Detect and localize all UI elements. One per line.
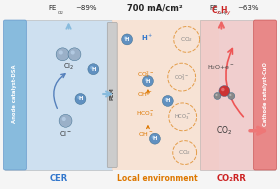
Text: HCO$_3^-$: HCO$_3^-$ [174,112,191,122]
Bar [112,19,220,170]
Circle shape [62,117,66,121]
Circle shape [219,86,230,97]
Circle shape [150,133,160,144]
Text: $_{\mathrm{C_xH_y}}$: $_{\mathrm{C_xH_y}}$ [218,10,228,19]
Circle shape [145,78,148,81]
Bar [200,19,275,170]
FancyBboxPatch shape [107,22,117,167]
Circle shape [68,48,81,61]
FancyBboxPatch shape [254,20,276,170]
Text: Anode catalyst-DSA: Anode catalyst-DSA [12,65,17,123]
FancyArrowPatch shape [54,74,65,108]
Text: Cl$^-$: Cl$^-$ [59,129,72,138]
Text: Local environment: Local environment [116,174,197,183]
Circle shape [122,34,132,45]
Circle shape [228,92,235,99]
Text: 700 mA/cm²: 700 mA/cm² [127,3,183,12]
Text: C$_x$H$_y$: C$_x$H$_y$ [211,5,232,18]
Text: H: H [165,98,170,103]
Text: H: H [91,67,95,72]
Text: $_{\mathrm{Cl_2}}$: $_{\mathrm{Cl_2}}$ [57,10,64,17]
Circle shape [56,48,69,61]
Circle shape [165,98,168,101]
Circle shape [124,36,127,40]
Circle shape [59,50,63,55]
Circle shape [71,50,75,55]
Text: CO$_2$: CO$_2$ [216,125,232,137]
Text: H$_2$O+e$^-$: H$_2$O+e$^-$ [207,63,235,72]
Circle shape [215,94,218,96]
Text: FE: FE [209,5,218,11]
Text: ~89%: ~89% [76,5,97,11]
Circle shape [162,95,173,106]
Circle shape [143,76,153,87]
Text: H$^+$: H$^+$ [141,32,153,43]
Text: Cathode catalyst-CuO: Cathode catalyst-CuO [263,62,268,126]
Circle shape [221,88,225,91]
Text: H: H [153,136,157,141]
Circle shape [214,92,221,99]
Circle shape [75,94,86,105]
Text: CO₂RR: CO₂RR [216,174,246,183]
FancyArrowPatch shape [226,49,243,117]
Text: CO$_2$: CO$_2$ [180,35,193,44]
Text: PEM: PEM [110,88,115,100]
Circle shape [90,66,94,69]
FancyBboxPatch shape [4,20,26,170]
Bar [5,19,112,170]
Text: OH$^-$: OH$^-$ [137,90,153,98]
Text: HCO$_3^-$: HCO$_3^-$ [136,109,155,119]
Text: H: H [125,37,129,42]
Text: CO$_2$: CO$_2$ [178,148,191,157]
Text: CO$_3^{2-}$: CO$_3^{2-}$ [137,69,155,80]
Text: CO$_3^{2-}$: CO$_3^{2-}$ [174,72,190,83]
Circle shape [77,96,81,99]
Circle shape [59,114,72,127]
Text: H: H [78,96,83,101]
Circle shape [88,64,99,75]
Text: H: H [146,79,150,84]
Circle shape [151,135,155,139]
Circle shape [229,94,232,96]
Text: Cl$_2$: Cl$_2$ [63,62,74,72]
Text: ~63%: ~63% [237,5,259,11]
Text: OH$^-$: OH$^-$ [138,130,154,138]
Text: CER: CER [50,174,68,183]
Text: FE: FE [48,5,57,11]
